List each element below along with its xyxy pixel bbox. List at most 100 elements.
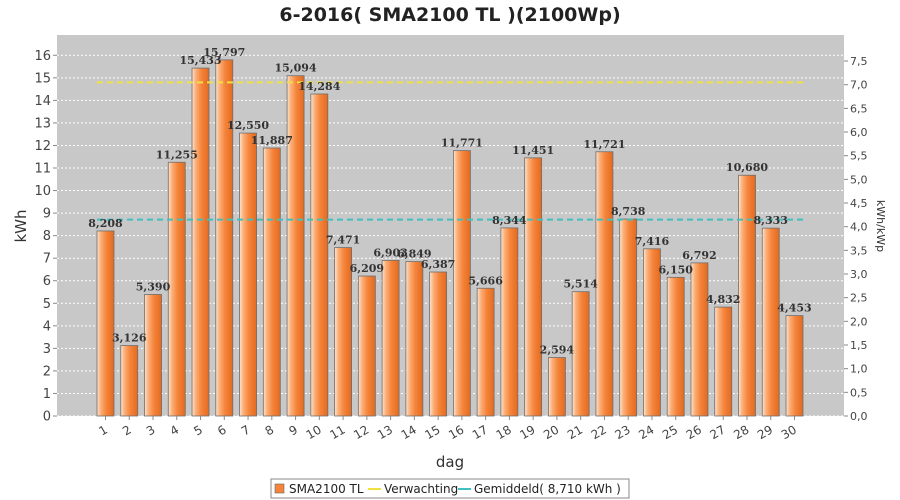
x-tick-label: 21: [565, 422, 585, 442]
x-tick-label: 14: [399, 422, 419, 442]
data-label: 4,832: [706, 293, 740, 306]
y-tick-label: 9: [43, 207, 51, 222]
x-tick-label: 16: [446, 422, 466, 442]
bar: [524, 157, 543, 417]
y-tick-label: 11: [34, 162, 51, 177]
y-right-tick-label: 1,5: [850, 339, 868, 352]
y-right-tick-label: 0,5: [850, 386, 868, 399]
bar: [666, 276, 685, 417]
y-tick-label: 5: [43, 297, 51, 312]
y-tick-label: 7: [43, 252, 51, 267]
x-tick-label: 10: [304, 422, 324, 442]
y-tick-label: 13: [34, 116, 51, 131]
bar: [262, 147, 281, 417]
bar: [167, 161, 186, 417]
y-axis-right: 0,0 0,5 1,0 1,5 2,0 2,5 3,0 3,5 4,0 4,5 5,0 5,5 6,0 6…: [844, 55, 868, 423]
y-right-tick-label: 7,5: [850, 55, 868, 68]
data-label: 8,208: [88, 217, 123, 230]
y-tick-label: 2: [43, 364, 51, 379]
data-label: 8,333: [754, 214, 788, 227]
data-label: 3,126: [112, 332, 147, 345]
x-tick-label: 6: [215, 422, 229, 438]
legend: SMA2100 TL Verwachting Gemiddeld( 8,710 kW…: [270, 478, 630, 499]
x-tick-label: 26: [684, 422, 704, 442]
x-tick-label: 18: [494, 422, 514, 442]
chart-title: 6-2016( SMA2100 TL )(2100Wp): [279, 4, 620, 26]
y-tick-label: 14: [34, 94, 51, 109]
y-right-tick-label: 5,5: [850, 150, 868, 163]
data-label: 7,471: [326, 234, 360, 247]
bar: [286, 75, 305, 417]
x-tick-label: 19: [517, 422, 537, 442]
bar: [476, 287, 495, 417]
data-label: 4,453: [777, 302, 811, 315]
legend-swatch: [274, 483, 285, 494]
x-tick-label: 17: [470, 422, 490, 442]
y-right-tick-label: 5,0: [850, 173, 868, 186]
legend-item-label: Gemiddeld( 8,710 kWh ): [474, 482, 621, 496]
reference-lines: [97, 81, 803, 221]
bar: [120, 345, 139, 417]
gridlines: [57, 54, 844, 417]
data-label: 11,255: [156, 148, 198, 161]
y-axis-label: kWh: [12, 209, 30, 242]
data-label: 6,792: [682, 249, 716, 262]
data-label: 5,390: [136, 280, 171, 293]
bar: [761, 227, 780, 417]
y-tick-label: 15: [34, 71, 51, 86]
x-tick-label: 22: [589, 422, 609, 442]
x-tick-label: 20: [541, 422, 561, 442]
bar: [500, 227, 519, 417]
y-axis-right-label: kWh/kWp: [874, 200, 887, 252]
y-tick-label: 4: [43, 319, 51, 334]
y-right-tick-label: 4,5: [850, 197, 868, 210]
data-label: 6,387: [421, 258, 455, 271]
bar: [429, 271, 448, 417]
x-tick-label: 12: [351, 422, 371, 442]
y-right-tick-label: 1,0: [850, 363, 868, 376]
data-label: 10,680: [726, 161, 768, 174]
y-right-tick-label: 4,0: [850, 221, 868, 234]
y-right-tick-label: 3,0: [850, 268, 868, 281]
data-label: 11,771: [441, 137, 483, 150]
bar: [191, 67, 210, 417]
bar: [548, 357, 566, 417]
data-label: 6,849: [397, 248, 431, 261]
plot-area: [57, 35, 844, 416]
y-right-tick-label: 3,5: [850, 244, 868, 257]
bars: [96, 59, 804, 417]
bar: [96, 230, 115, 417]
data-label: 2,594: [540, 344, 575, 357]
bar: [714, 306, 733, 417]
bar: [357, 275, 376, 417]
data-label: 11,887: [251, 134, 293, 147]
data-label: 12,550: [227, 119, 269, 132]
y-tick-label: 16: [34, 49, 51, 64]
y-right-tick-label: 6,5: [850, 102, 868, 115]
x-axis-label: dag: [436, 453, 464, 471]
y-right-tick-label: 0,0: [850, 410, 868, 423]
y-right-tick-label: 6,0: [850, 126, 868, 139]
x-tick-label: 29: [755, 422, 775, 442]
y-tick-label: 6: [43, 274, 51, 289]
legend-item-label: Verwachting: [384, 482, 458, 496]
bar: [215, 59, 234, 417]
y-tick-label: 10: [34, 184, 51, 199]
x-tick-label: 28: [731, 422, 751, 442]
x-tick-label: 24: [636, 422, 656, 442]
data-label: 11,451: [512, 144, 554, 157]
bar: [571, 291, 590, 417]
data-label: 8,738: [611, 205, 646, 218]
bar: [690, 262, 709, 417]
x-axis: 1 2 3 4 5 6 7 8 9 10 11 12 13 14 15 16 17 18 19 20 21 22 23 24 2…: [96, 416, 799, 442]
data-label: 15,433: [179, 54, 221, 67]
data-label: 7,416: [635, 235, 670, 248]
y-tick-label: 0: [43, 410, 51, 425]
x-tick-label: 2: [120, 422, 134, 438]
y-tick-label: 12: [34, 139, 51, 154]
x-tick-label: 27: [707, 422, 727, 442]
x-tick-label: 4: [168, 422, 182, 438]
